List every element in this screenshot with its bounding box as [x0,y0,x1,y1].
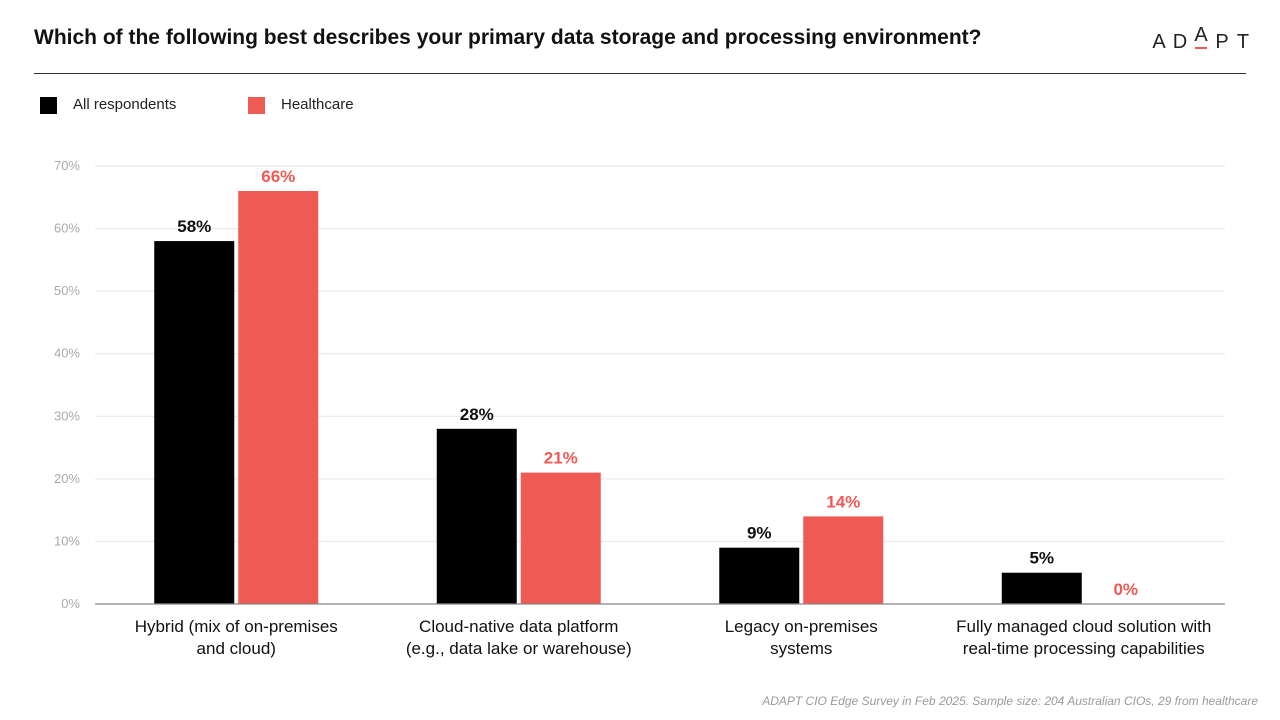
y-tick-label: 0% [61,596,80,611]
y-tick-label: 10% [54,533,80,548]
bar-healthcare [238,191,319,604]
logo-letter: P [1215,31,1228,53]
chart-title: Which of the following best describes yo… [34,26,982,49]
data-label: 21% [544,449,578,468]
logo-letter: A [1194,26,1208,46]
data-label: 66% [261,167,295,186]
y-tick-label: 50% [54,283,80,298]
y-tick-label: 60% [54,221,80,236]
logo-accent-bar [1195,47,1207,49]
x-tick-label-line: Cloud-native data platform [419,617,619,636]
adapt-logo: A D A P T [1152,26,1249,53]
x-tick-label-line: and cloud) [196,639,276,658]
logo-letter: D [1173,31,1187,53]
bar-all-respondents [719,547,800,604]
header-divider [34,73,1246,74]
x-tick-label: Legacy on-premises systems [651,616,951,660]
y-tick-label: 70% [54,158,80,173]
y-tick-label: 40% [54,346,80,361]
x-tick-label: Cloud-native data platform (e.g., data la… [369,616,669,660]
x-tick-label-line: Legacy on-premises [724,617,878,636]
bar-all-respondents [154,241,235,605]
x-tick-label-line: real-time processing capabilities [962,639,1205,658]
data-label: 5% [1029,549,1054,568]
data-label: 28% [460,405,494,424]
y-tick-label: 30% [54,408,80,423]
logo-letter: A [1152,31,1166,53]
legend-label-healthcare: Healthcare [281,96,354,113]
data-label: 9% [747,524,772,543]
x-tick-label-line: systems [770,639,833,658]
x-tick-label: Fully managed cloud solution with real-ti… [934,616,1234,660]
bar-healthcare [803,516,884,604]
bar-all-respondents [1001,572,1082,604]
legend-label-all-respondents: All respondents [73,96,177,113]
x-tick-label-line: (e.g., data lake or warehouse) [405,639,632,658]
data-label: 14% [826,492,860,511]
logo-letter: T [1237,31,1249,53]
footnote: ADAPT CIO Edge Survey in Feb 2025. Sampl… [762,694,1258,708]
x-tick-label: Hybrid (mix of on-premises and cloud) [86,616,386,660]
data-label: 0% [1113,580,1138,599]
legend-swatch-all-respondents [40,97,57,114]
bar-all-respondents [436,428,517,604]
legend-swatch-healthcare [248,97,265,114]
bar-healthcare [520,472,601,604]
data-label: 58% [177,217,211,236]
x-tick-label-line: Hybrid (mix of on-premises [134,617,338,636]
x-tick-label-line: Fully managed cloud solution with [956,617,1212,636]
y-tick-label: 20% [54,471,80,486]
